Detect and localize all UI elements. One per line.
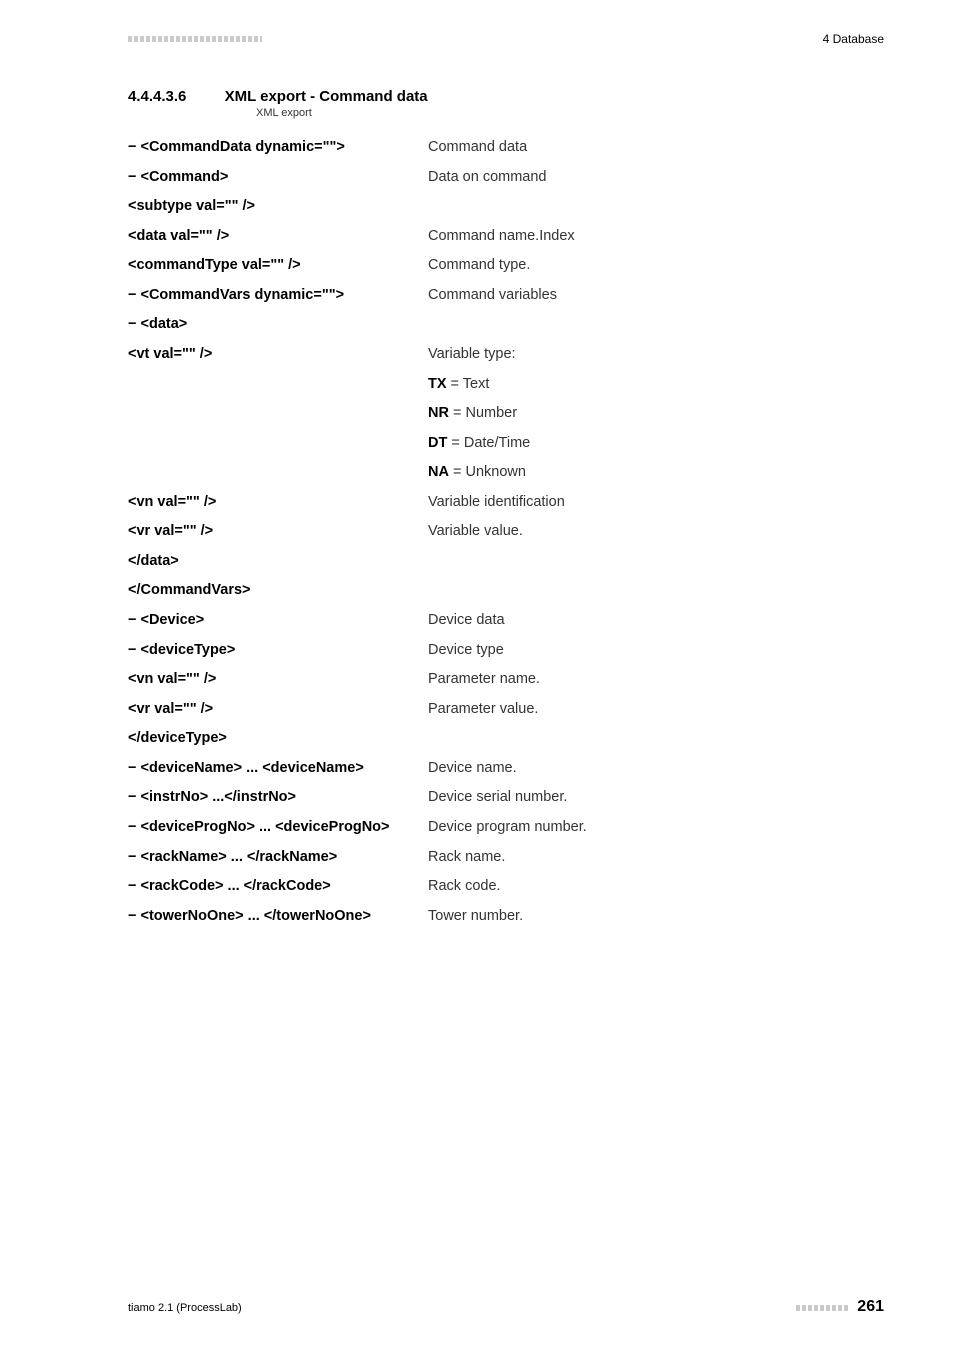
row-code-after: = Unknown [449, 464, 526, 480]
row-right: TX = Text [428, 375, 884, 395]
row-right: DT = Date/Time [428, 434, 884, 454]
table-row: <vr val="" />Parameter value. [128, 695, 884, 725]
table-row: <subtype val="" /> [128, 192, 884, 222]
row-left: − <Device> [128, 611, 428, 631]
row-left: − <CommandData dynamic=""> [128, 138, 428, 158]
row-left: − <CommandVars dynamic=""> [128, 286, 428, 306]
section-title: XML export - Command data [225, 88, 428, 105]
table-row: − <data> [128, 310, 884, 340]
table-row: </data> [128, 547, 884, 577]
row-code: TX [428, 376, 447, 392]
footer-dots [796, 1305, 848, 1311]
table-row: − <deviceProgNo> ... <deviceProgNo>Devic… [128, 813, 884, 843]
row-left: − <deviceName> ... <deviceName> [128, 759, 428, 779]
row-right: Device serial number. [428, 788, 884, 808]
row-left: <subtype val="" /> [128, 197, 428, 217]
row-right: Command type. [428, 256, 884, 276]
row-left: </data> [128, 552, 428, 572]
row-left: <commandType val="" /> [128, 256, 428, 276]
footer-page: 261 [857, 1298, 884, 1315]
row-right: Command data [428, 138, 884, 158]
row-right: Device data [428, 611, 884, 631]
table-row: <vn val="" />Parameter name. [128, 665, 884, 695]
row-right: Rack name. [428, 848, 884, 868]
row-right: Rack code. [428, 877, 884, 897]
row-left: <vn val="" /> [128, 670, 428, 690]
table-row: <data val="" />Command name.Index [128, 222, 884, 252]
row-left: − <rackName> ... </rackName> [128, 848, 428, 868]
table-row: NA = Unknown [128, 458, 884, 488]
table-row: − <rackCode> ... </rackCode>Rack code. [128, 872, 884, 902]
table-row: </deviceType> [128, 724, 884, 754]
row-left: − <data> [128, 315, 428, 335]
row-code: NA [428, 464, 449, 480]
row-code-after: = Text [447, 376, 490, 392]
section-number: 4.4.4.3.6 [128, 88, 186, 105]
table-row: DT = Date/Time [128, 429, 884, 459]
section-heading: 4.4.4.3.6 XML export - Command data [128, 88, 884, 105]
row-right: Device name. [428, 759, 884, 779]
table-row: − <Command>Data on command [128, 163, 884, 193]
row-right: NA = Unknown [428, 463, 884, 483]
row-left: − <instrNo> ...</instrNo> [128, 788, 428, 808]
table-row: − <towerNoOne> ... </towerNoOne>Tower nu… [128, 902, 884, 932]
table-row: − <CommandVars dynamic="">Command variab… [128, 281, 884, 311]
table-row: <vr val="" />Variable value. [128, 517, 884, 547]
table-row: − <CommandData dynamic="">Command data [128, 133, 884, 163]
table-row: − <deviceName> ... <deviceName>Device na… [128, 754, 884, 784]
footer-left: tiamo 2.1 (ProcessLab) [128, 1302, 242, 1314]
row-left: <vn val="" /> [128, 493, 428, 513]
row-right: Device type [428, 641, 884, 661]
row-code-after: = Date/Time [447, 435, 530, 451]
row-right: Device program number. [428, 818, 884, 838]
row-right: Parameter value. [428, 700, 884, 720]
row-right: Tower number. [428, 907, 884, 927]
table-row: − <rackName> ... </rackName>Rack name. [128, 843, 884, 873]
row-right: Variable identification [428, 493, 884, 513]
row-left: </deviceType> [128, 729, 428, 749]
row-code: NR [428, 405, 449, 421]
table-row: <vn val="" />Variable identification [128, 488, 884, 518]
row-right: Command variables [428, 286, 884, 306]
row-left: − <Command> [128, 168, 428, 188]
row-right: Variable type: [428, 345, 884, 365]
row-right: Parameter name. [428, 670, 884, 690]
row-right: NR = Number [428, 404, 884, 424]
row-left: <data val="" /> [128, 227, 428, 247]
header-dots [128, 36, 262, 42]
row-left: − <deviceProgNo> ... <deviceProgNo> [128, 818, 428, 838]
row-code: DT [428, 435, 447, 451]
row-right: Command name.Index [428, 227, 884, 247]
table-row: − <instrNo> ...</instrNo>Device serial n… [128, 783, 884, 813]
row-right: Variable value. [428, 522, 884, 542]
row-left: </CommandVars> [128, 581, 428, 601]
row-code-after: = Number [449, 405, 517, 421]
table-row: </CommandVars> [128, 576, 884, 606]
row-left: − <rackCode> ... </rackCode> [128, 877, 428, 897]
xml-definition-table: − <CommandData dynamic="">Command data− … [128, 133, 884, 931]
table-row: TX = Text [128, 370, 884, 400]
row-left: − <deviceType> [128, 641, 428, 661]
table-row: − <deviceType>Device type [128, 636, 884, 666]
table-row: NR = Number [128, 399, 884, 429]
row-left: <vr val="" /> [128, 522, 428, 542]
row-left: <vr val="" /> [128, 700, 428, 720]
section-small-label: XML export [256, 107, 884, 119]
row-left: − <towerNoOne> ... </towerNoOne> [128, 907, 428, 927]
header-right: 4 Database [823, 32, 884, 46]
table-row: <vt val="" />Variable type: [128, 340, 884, 370]
row-left: <vt val="" /> [128, 345, 428, 365]
table-row: <commandType val="" />Command type. [128, 251, 884, 281]
row-right: Data on command [428, 168, 884, 188]
table-row: − <Device>Device data [128, 606, 884, 636]
footer-right: 261 [796, 1298, 884, 1316]
